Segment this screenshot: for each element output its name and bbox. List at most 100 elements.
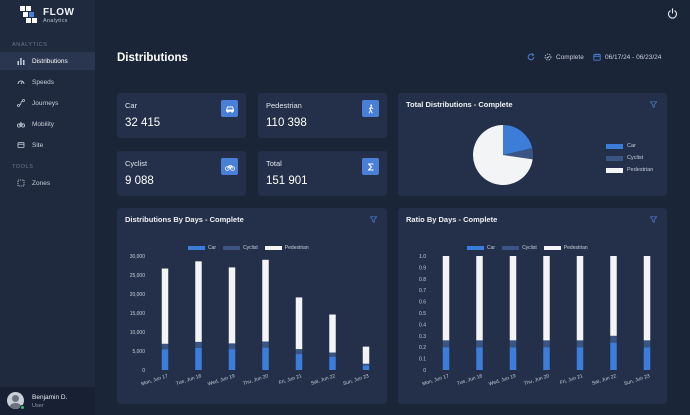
- stat-card-pedestrian: Pedestrian 110 398: [258, 93, 387, 138]
- bar-cyclist[interactable]: [442, 340, 450, 348]
- sidebar-item-label: Zones: [32, 179, 51, 187]
- legend-label: Cyclist: [522, 245, 537, 251]
- bar-cyclist[interactable]: [576, 340, 584, 348]
- y-tick-label: 1.0: [419, 254, 426, 260]
- bar-pedestrian[interactable]: [295, 297, 303, 350]
- bar-cyclist[interactable]: [262, 341, 269, 348]
- x-tick-label: Mon, Jun 17: [422, 373, 450, 387]
- stat-card-total: Total 151 901: [258, 151, 387, 196]
- stat-value: 110 398: [266, 117, 307, 129]
- bar-cyclist[interactable]: [543, 340, 550, 348]
- sidebar-item-journeys[interactable]: Journeys: [0, 94, 95, 112]
- user-profile[interactable]: Benjamin D. User: [0, 387, 95, 415]
- bar-pedestrian[interactable]: [161, 268, 169, 344]
- app-logo[interactable]: FLOW Analytics: [20, 6, 90, 24]
- bar-cyclist[interactable]: [195, 341, 202, 348]
- x-tick-label: Sat, Jun 22: [310, 373, 336, 387]
- bar-car[interactable]: [476, 347, 483, 370]
- pie-chart: [473, 125, 533, 185]
- date-range-text: 06/17/24 - 06/23/24: [605, 53, 662, 61]
- legend-item-cyclist: Cyclist: [606, 152, 653, 164]
- sidebar-item-label: Mobility: [32, 120, 55, 128]
- legend-label: Cyclist: [243, 245, 258, 251]
- bar-pedestrian[interactable]: [476, 256, 483, 341]
- bar-cyclist[interactable]: [643, 340, 651, 348]
- bar-pedestrian[interactable]: [329, 314, 336, 353]
- bar-cyclist[interactable]: [228, 343, 236, 350]
- sidebar-item-mobility[interactable]: Mobility: [0, 115, 95, 133]
- bar-cyclist[interactable]: [295, 349, 303, 355]
- y-tick-label: 0.7: [419, 288, 426, 294]
- bar-pedestrian[interactable]: [643, 256, 651, 341]
- refresh-icon[interactable]: [527, 53, 535, 61]
- speed-icon: [17, 80, 25, 85]
- bar-car[interactable]: [509, 347, 517, 370]
- bar-car[interactable]: [161, 349, 169, 370]
- legend-swatch: [223, 246, 241, 250]
- legend-label: Car: [208, 245, 217, 251]
- y-tick-label: 0.5: [419, 311, 426, 317]
- bar-car[interactable]: [295, 354, 303, 370]
- bar-cyclist[interactable]: [161, 343, 169, 350]
- pie-slice-cyclist[interactable]: [503, 148, 533, 160]
- bar-cyclist[interactable]: [362, 363, 370, 366]
- bar-car[interactable]: [362, 365, 370, 370]
- legend-swatch: [606, 167, 623, 173]
- bar-car[interactable]: [442, 347, 450, 370]
- pie-slice-car[interactable]: [503, 125, 533, 155]
- bar-car[interactable]: [610, 342, 617, 370]
- bar-legend: Car Cyclist Pedestrian: [467, 245, 595, 251]
- y-tick-label: 10,000: [130, 330, 146, 336]
- bar-car[interactable]: [228, 349, 236, 370]
- x-tick-label: Sun, Jun 23: [342, 373, 369, 387]
- sidebar-item-speeds[interactable]: Speeds: [0, 73, 95, 91]
- bar-cyclist[interactable]: [476, 340, 483, 348]
- pie-legend: Car Cyclist Pedestrian: [606, 140, 653, 176]
- power-icon[interactable]: [667, 8, 678, 19]
- bar-pedestrian[interactable]: [362, 346, 370, 364]
- y-tick-label: 25,000: [130, 273, 146, 279]
- bar-car[interactable]: [195, 347, 202, 370]
- sidebar-item-site[interactable]: Site: [0, 136, 95, 154]
- bar-car[interactable]: [576, 347, 584, 370]
- bar-car[interactable]: [643, 347, 651, 370]
- bar-pedestrian[interactable]: [228, 267, 236, 344]
- bar-cyclist[interactable]: [329, 352, 336, 357]
- y-tick-label: 0: [423, 368, 426, 374]
- panel-title: Ratio By Days - Complete: [406, 215, 498, 224]
- x-tick-label: Tue, Jun 18: [175, 373, 202, 387]
- pie-slice-pedestrian[interactable]: [473, 125, 533, 185]
- bar-car[interactable]: [543, 347, 550, 370]
- stat-card-cyclist: Cyclist 9 088: [117, 151, 246, 196]
- ratio-bar-chart: 0 0.1 0.2 0.3 0.4 0.5 0.6 0.7 0.8 0.9 1.0 Mon, Jun …: [419, 254, 651, 388]
- filter-icon[interactable]: [650, 216, 657, 223]
- legend-swatch: [467, 246, 484, 250]
- filter-icon[interactable]: [370, 216, 377, 223]
- pie-chart-panel: Total Distributions - Complete Car Cycli…: [398, 93, 667, 196]
- legend-item-car: Car: [467, 245, 495, 251]
- date-range-picker[interactable]: 06/17/24 - 06/23/24: [593, 53, 661, 61]
- bar-pedestrian[interactable]: [442, 256, 450, 341]
- bar-pedestrian[interactable]: [576, 256, 584, 341]
- sidebar-item-label: Site: [32, 141, 44, 149]
- bar-cyclist[interactable]: [610, 335, 617, 343]
- bar-pedestrian[interactable]: [195, 261, 202, 342]
- user-name: Benjamin D.: [32, 394, 68, 401]
- stat-card-car: Car 32 415: [117, 93, 246, 138]
- y-tick-label: 0.8: [419, 277, 426, 283]
- sidebar-item-distributions[interactable]: Distributions: [0, 52, 95, 70]
- legend-label: Pedestrian: [563, 245, 588, 251]
- sidebar-item-zones[interactable]: Zones: [0, 174, 95, 192]
- status-indicator[interactable]: Complete: [544, 53, 584, 61]
- stat-label: Cyclist: [125, 159, 148, 168]
- bar-pedestrian[interactable]: [610, 256, 617, 336]
- filter-icon[interactable]: [650, 101, 657, 108]
- bar-car[interactable]: [262, 347, 269, 370]
- bar-cyclist[interactable]: [509, 340, 517, 348]
- bar-pedestrian[interactable]: [543, 256, 550, 341]
- bar-pedestrian[interactable]: [262, 259, 269, 342]
- bar-car[interactable]: [329, 356, 336, 370]
- bar-pedestrian[interactable]: [509, 256, 517, 341]
- y-tick-label: 0.2: [419, 345, 426, 351]
- legend-item-pedestrian: Pedestrian: [606, 164, 653, 176]
